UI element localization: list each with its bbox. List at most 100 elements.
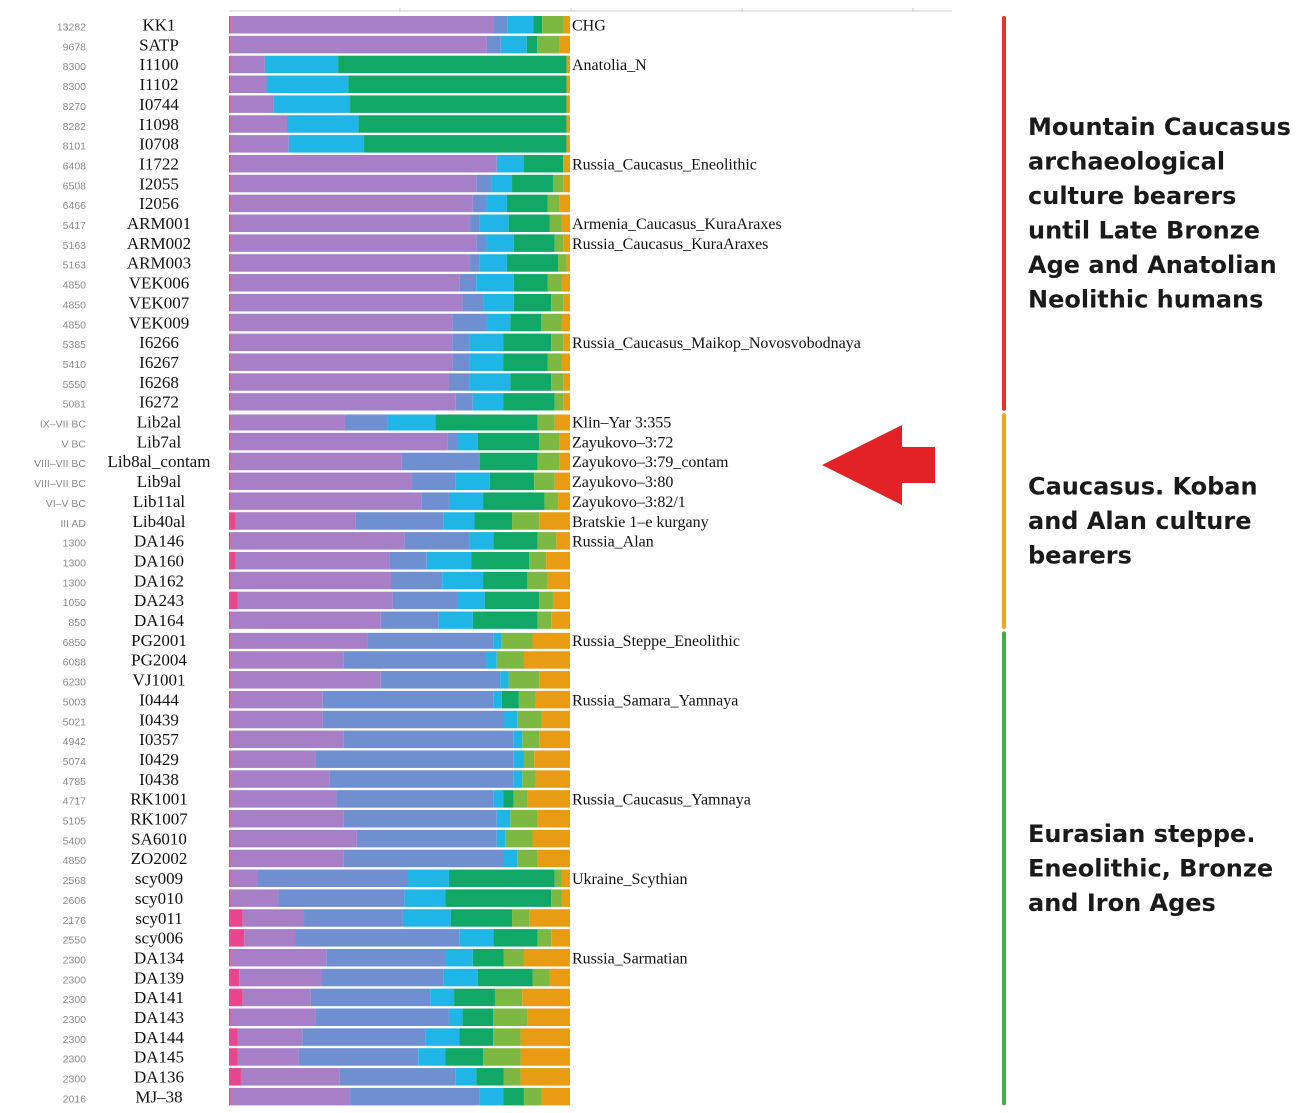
row-labels: 13282 KK1 CHG 9678 SATP 8300 I1100 Anatolia_N 83… bbox=[34, 16, 861, 1107]
bar-segment bbox=[477, 968, 533, 987]
bar-segment bbox=[229, 472, 231, 491]
sample-id: scy010 bbox=[135, 889, 183, 908]
sample-id: I1102 bbox=[139, 75, 178, 94]
bar-segment bbox=[506, 254, 559, 272]
population-label: Zayukovo–3:72 bbox=[572, 434, 673, 451]
bar-segment bbox=[229, 750, 231, 768]
bar-segment bbox=[500, 35, 527, 54]
bar-segment bbox=[491, 174, 513, 193]
sample-date: 2176 bbox=[63, 915, 87, 927]
bar-segment bbox=[230, 631, 368, 649]
bar-segment bbox=[445, 1048, 484, 1066]
bar-segment bbox=[506, 194, 548, 213]
bar-segment bbox=[510, 313, 542, 332]
sample-date: 2300 bbox=[63, 1014, 87, 1026]
bar-segment bbox=[566, 95, 570, 113]
sample-id: I0439 bbox=[139, 710, 179, 729]
sample-date: 2300 bbox=[63, 994, 87, 1006]
sample-id: I0708 bbox=[139, 135, 179, 154]
bar-segment bbox=[537, 35, 560, 54]
bar-segment bbox=[559, 35, 570, 54]
bar-segment bbox=[476, 174, 492, 193]
bar-segment bbox=[363, 135, 567, 153]
bar-segment bbox=[513, 234, 555, 252]
sample-date: 4850 bbox=[63, 280, 87, 292]
sample-id: ZO2002 bbox=[131, 849, 188, 868]
bar-segment bbox=[229, 968, 240, 987]
bar-segment bbox=[230, 293, 463, 312]
bar-segment bbox=[551, 293, 564, 312]
bar-segment bbox=[537, 611, 552, 629]
bar-segment bbox=[534, 472, 555, 491]
bar-segment bbox=[526, 35, 538, 54]
bar-segment bbox=[390, 571, 443, 590]
sample-id: DA143 bbox=[134, 1008, 184, 1027]
bar-segment bbox=[229, 1068, 241, 1086]
bar-segment bbox=[459, 274, 477, 292]
bar-segment bbox=[469, 532, 494, 550]
bar-segment bbox=[229, 174, 231, 193]
bar-segment bbox=[554, 234, 564, 252]
sample-date: 5074 bbox=[63, 756, 87, 768]
bar-segment bbox=[529, 551, 547, 570]
bar-segment bbox=[472, 393, 504, 411]
sample-date: 8282 bbox=[63, 121, 87, 133]
bar-segment bbox=[503, 1068, 521, 1086]
sample-date: 2300 bbox=[63, 1034, 87, 1046]
bar-segment bbox=[229, 869, 231, 888]
bar-segment bbox=[561, 889, 571, 907]
sample-id: I1098 bbox=[139, 115, 179, 134]
bar-segment bbox=[339, 1068, 456, 1086]
bar-segment bbox=[266, 75, 349, 94]
bar-segment bbox=[356, 829, 497, 848]
bar-segment bbox=[512, 174, 553, 193]
sample-id: Lib11al bbox=[133, 492, 186, 511]
sample-date: 2550 bbox=[63, 935, 87, 947]
bar-segment bbox=[229, 1028, 238, 1046]
bar-segment bbox=[230, 730, 344, 749]
sample-id: SA6010 bbox=[131, 829, 187, 848]
bar-segment bbox=[229, 889, 231, 907]
bar-segment bbox=[486, 313, 511, 332]
sample-id: VEK006 bbox=[129, 274, 189, 293]
bar-segment bbox=[230, 829, 357, 848]
bar-segment bbox=[230, 154, 497, 173]
sample-date: VIII–VII BC bbox=[34, 478, 86, 490]
sample-id: Lib9al bbox=[137, 472, 182, 491]
bar-segment bbox=[229, 55, 231, 74]
bar-segment bbox=[472, 194, 487, 213]
sample-id: DA160 bbox=[134, 551, 184, 570]
group-label: Mountain Caucasus archaeological culture b… bbox=[1028, 113, 1291, 314]
bar-segment bbox=[513, 790, 528, 808]
bar-segment bbox=[452, 313, 487, 332]
bar-segment bbox=[510, 373, 552, 391]
bar-segment bbox=[229, 135, 231, 153]
sample-id: Lib8al_contam bbox=[108, 452, 211, 471]
population-label: Zayukovo–3:79_contam bbox=[572, 454, 729, 471]
sample-id: DA141 bbox=[134, 988, 184, 1007]
bar-segment bbox=[448, 373, 470, 391]
bar-segment bbox=[326, 948, 446, 967]
bar-segment bbox=[566, 75, 570, 94]
sample-date: 8270 bbox=[63, 101, 87, 113]
bar-segment bbox=[230, 194, 473, 213]
bar-segment bbox=[380, 671, 501, 689]
bar-segment bbox=[523, 948, 570, 967]
bar-segment bbox=[452, 353, 470, 371]
sample-id: scy011 bbox=[135, 909, 183, 928]
bar-segment bbox=[523, 154, 564, 173]
sample-id: DA146 bbox=[134, 532, 184, 551]
bar-segment bbox=[517, 849, 538, 868]
bar-segment bbox=[483, 571, 528, 590]
highlight-arrow bbox=[822, 425, 935, 505]
bar-segment bbox=[457, 591, 485, 610]
bar-segment bbox=[549, 214, 562, 232]
sample-date: 5550 bbox=[63, 379, 87, 391]
bar-segment bbox=[229, 988, 243, 1007]
bar-segment bbox=[257, 869, 409, 888]
bar-segment bbox=[230, 55, 265, 74]
bar-segment bbox=[512, 909, 530, 927]
bar-segment bbox=[230, 214, 470, 232]
bar-segment bbox=[523, 750, 535, 768]
bar-segment bbox=[298, 1048, 419, 1066]
